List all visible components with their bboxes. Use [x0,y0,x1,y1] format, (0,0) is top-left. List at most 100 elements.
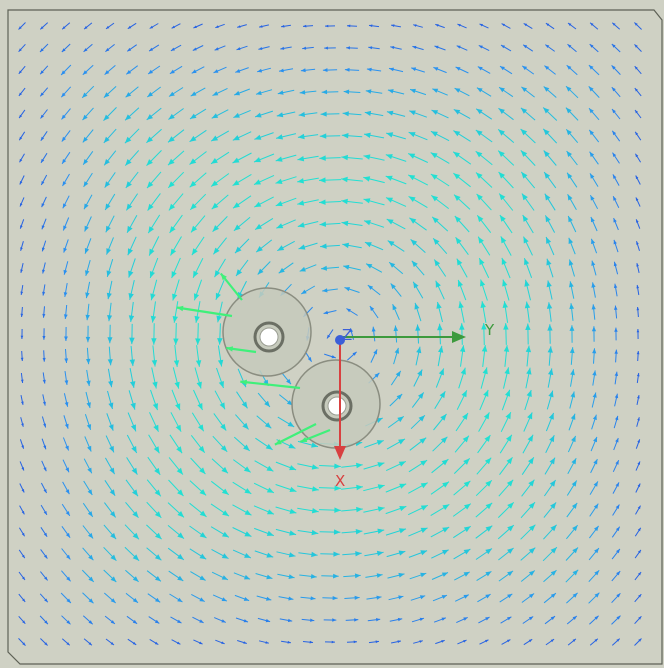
flow-vector-head [149,47,154,52]
flow-vector-head [571,435,576,443]
flow-vector-head [524,258,530,266]
flow-vector-head [310,596,316,601]
flow-vector-head [61,70,66,75]
flow-vector-head [266,596,272,601]
flow-vector-head [43,532,48,537]
flow-vector-head [485,617,490,621]
flow-vector-head [520,150,528,157]
flow-vector-head [485,548,492,555]
flow-vector-head [287,421,295,427]
flow-vector-head [637,461,640,465]
flow-vector-head [322,288,328,293]
flow-vector-head [455,67,461,71]
peak-vector-head [226,346,233,352]
flow-vector-head [521,193,528,201]
flow-vector-head [593,481,598,487]
upper-rotor [222,287,312,377]
flow-vector-head [521,171,528,179]
flow-vector-head [289,465,297,471]
flow-vector-head [277,90,284,95]
flow-vector-head [170,248,177,256]
flow-vector-head [476,87,483,93]
flow-vector-head [189,180,197,188]
y-axis-arrowhead [452,331,466,343]
flow-vector-head [232,157,240,163]
flow-vector-head [199,619,204,623]
flow-vector-head [244,574,251,580]
flow-vector-head [346,308,351,313]
flow-vector-head [321,89,328,95]
flow-vector-head [526,367,532,375]
flow-vector-head [148,226,155,234]
flow-vector-head [507,593,513,599]
flow-vector-head [363,154,371,160]
flow-vector-head [441,572,448,577]
flow-vector-head [498,172,505,179]
flow-vector-head [594,615,599,620]
flow-vector-head [177,489,184,496]
flow-vector-head [125,114,132,121]
flow-vector-head [243,619,248,623]
flow-vector-head [146,136,153,143]
flow-vector-head [615,438,619,443]
flow-vector-head [236,47,241,51]
flow-vector-head [217,359,224,367]
peak-vector-head [220,273,227,281]
flow-vector-head [21,467,24,471]
flow-vector-head [386,219,394,225]
flow-vector-head [103,92,110,98]
flow-vector-head [570,391,576,398]
flow-vector-head [589,108,594,114]
flow-vector-head [613,283,618,289]
flow-vector-head [456,45,461,49]
flow-vector-head [257,68,263,73]
flow-vector-head [523,44,528,49]
flow-vector-head [276,134,283,140]
flow-vector-head [413,24,417,27]
flow-vector-head [66,642,70,646]
flow-vector-head [419,617,424,621]
flow-vector-head [155,532,162,540]
flow-vector-head [615,526,620,532]
flow-vector-head [65,511,70,516]
flow-vector-head [341,154,348,161]
flow-vector-head [169,69,175,74]
flow-vector-head [171,25,175,29]
flow-vector-head [40,136,45,141]
flow-vector-head [550,547,557,554]
flow-vector-head [288,574,295,579]
flow-vector-head [547,324,553,331]
flow-vector-head [435,24,439,27]
flow-vector-head [169,226,176,233]
peak-vector-head [300,437,308,442]
peak-vector-head [176,305,184,312]
flow-vector-head [408,174,416,181]
flow-vector-head [525,323,531,330]
flow-vector-head [20,313,24,317]
flow-vector-head [572,638,576,642]
flow-vector-head [414,302,420,310]
flow-vector-head [637,439,640,443]
flow-vector-head [411,67,417,72]
flow-vector-head [297,178,304,184]
flow-vector-head [442,549,449,555]
flow-vector-head [232,180,240,186]
flow-vector-head [266,530,274,536]
flow-vector-head [476,108,483,115]
flow-vector-head [572,592,578,598]
flow-vector-head [368,46,373,50]
flow-vector-head [132,641,137,645]
flow-vector-head [354,573,361,579]
flow-vector-head [132,489,138,497]
flow-vector-head [430,174,438,180]
flow-vector-head [548,390,554,398]
flow-vector-head [544,65,550,70]
flow-vector-head [334,507,341,513]
flow-vector-head [18,92,22,96]
flow-vector-head [590,217,595,223]
flow-vector-head [460,367,466,375]
flow-vector-head [523,23,528,27]
flow-vector-head [377,462,385,468]
flow-vector-head [549,480,556,487]
